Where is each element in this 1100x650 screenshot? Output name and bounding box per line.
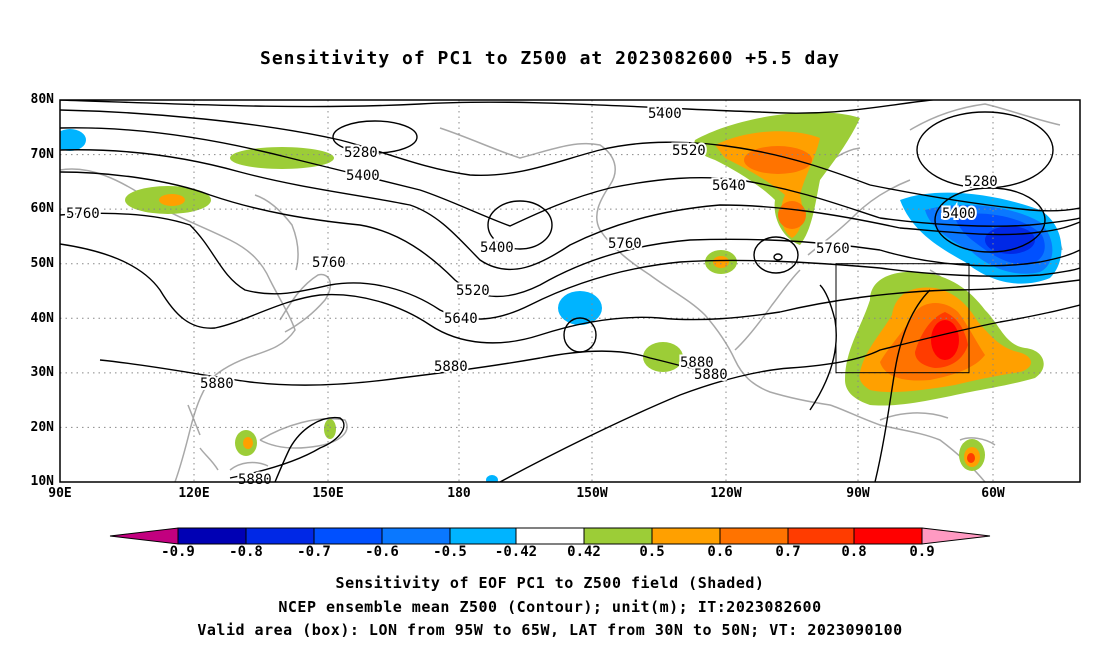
lat-tick-label: 60N xyxy=(30,201,54,216)
colorbar-swatch xyxy=(787,527,855,545)
lon-tick-label: 120W xyxy=(710,486,742,501)
lon-tick-label: 120E xyxy=(178,486,210,501)
colorbar-swatch xyxy=(449,527,517,545)
lat-tick-label: 70N xyxy=(30,147,54,162)
colorbar-label: 0.6 xyxy=(707,544,733,560)
colorbar-swatch xyxy=(177,527,247,545)
colorbar-label: -0.8 xyxy=(229,544,263,560)
lat-tick-label: 40N xyxy=(30,311,54,326)
colorbar-swatch xyxy=(651,527,721,545)
caption-valid-area: Valid area (box): LON from 95W to 65W, L… xyxy=(197,621,903,639)
colorbar-swatch xyxy=(921,527,991,545)
colorbar-swatch xyxy=(583,527,653,545)
lat-tick-label: 50N xyxy=(30,256,54,271)
contour-label: 5760 xyxy=(608,236,642,252)
colorbar-label: 0.5 xyxy=(639,544,665,560)
plot-frame xyxy=(59,99,1081,483)
colorbar xyxy=(109,527,991,545)
contour-label: 5880 xyxy=(694,367,728,383)
colorbar-label: -0.9 xyxy=(161,544,195,560)
contour-label: 5880 xyxy=(434,359,468,375)
colorbar-swatch xyxy=(313,527,383,545)
colorbar-swatch xyxy=(853,527,923,545)
coastlines xyxy=(60,103,1063,482)
colorbar-swatch xyxy=(719,527,789,545)
contour-label: 5520 xyxy=(456,283,490,299)
caption-shading: Sensitivity of EOF PC1 to Z500 field (Sh… xyxy=(335,574,765,592)
contour-label: 5880 xyxy=(200,376,234,392)
lon-tick-label: 150E xyxy=(312,486,344,501)
lat-tick-label: 20N xyxy=(30,420,54,435)
colorbar-label: 0.8 xyxy=(841,544,867,560)
caption-contour: NCEP ensemble mean Z500 (Contour); unit(… xyxy=(278,598,822,616)
colorbar-swatch xyxy=(515,527,585,545)
colorbar-label: 0.42 xyxy=(567,544,601,560)
contour-label: 5400 xyxy=(648,106,682,122)
colorbar-label: -0.5 xyxy=(433,544,467,560)
valid-area-box xyxy=(835,263,970,374)
colorbar-label: 0.9 xyxy=(909,544,935,560)
z500-contours xyxy=(60,100,1080,482)
contour-label: 5760 xyxy=(66,206,100,222)
contour-label: 5880 xyxy=(238,472,272,488)
lon-tick-label: 150W xyxy=(576,486,608,501)
colorbar-swatch xyxy=(245,527,315,545)
contour-label: 5400 xyxy=(480,240,514,256)
contour-label: 5640 xyxy=(712,178,746,194)
colorbar-label: -0.42 xyxy=(494,544,538,560)
contour-label: 5280 xyxy=(964,174,998,190)
contour-label: 5760 xyxy=(312,255,346,271)
contour-label: 5400 xyxy=(942,206,976,222)
lon-tick-label: 180 xyxy=(447,486,471,501)
lon-tick-label: 90W xyxy=(846,486,870,501)
colorbar-label: -0.7 xyxy=(297,544,331,560)
contour-label: 5880 xyxy=(680,355,714,371)
contour-label-layer: 5400 5280 5400 5520 5640 5280 5400 5760 … xyxy=(64,104,1000,490)
map-title: Sensitivity of PC1 to Z500 at 2023082600… xyxy=(259,48,840,69)
contour-label: 5400 xyxy=(346,168,380,184)
colorbar-label: 0.7 xyxy=(775,544,801,560)
lat-tick-label: 10N xyxy=(30,474,54,489)
colorbar-swatch xyxy=(109,527,179,545)
sensitivity-shading xyxy=(60,112,1062,482)
contour-label: 5520 xyxy=(672,143,706,159)
colorbar-swatch xyxy=(381,527,451,545)
contour-label: 5760 xyxy=(816,241,850,257)
lat-tick-label: 80N xyxy=(30,92,54,107)
contour-label: 5640 xyxy=(444,311,478,327)
colorbar-label: -0.6 xyxy=(365,544,399,560)
contour-label: 5280 xyxy=(344,145,378,161)
lon-tick-label: 90E xyxy=(48,486,72,501)
lon-tick-label: 60W xyxy=(981,486,1005,501)
lat-tick-label: 30N xyxy=(30,365,54,380)
